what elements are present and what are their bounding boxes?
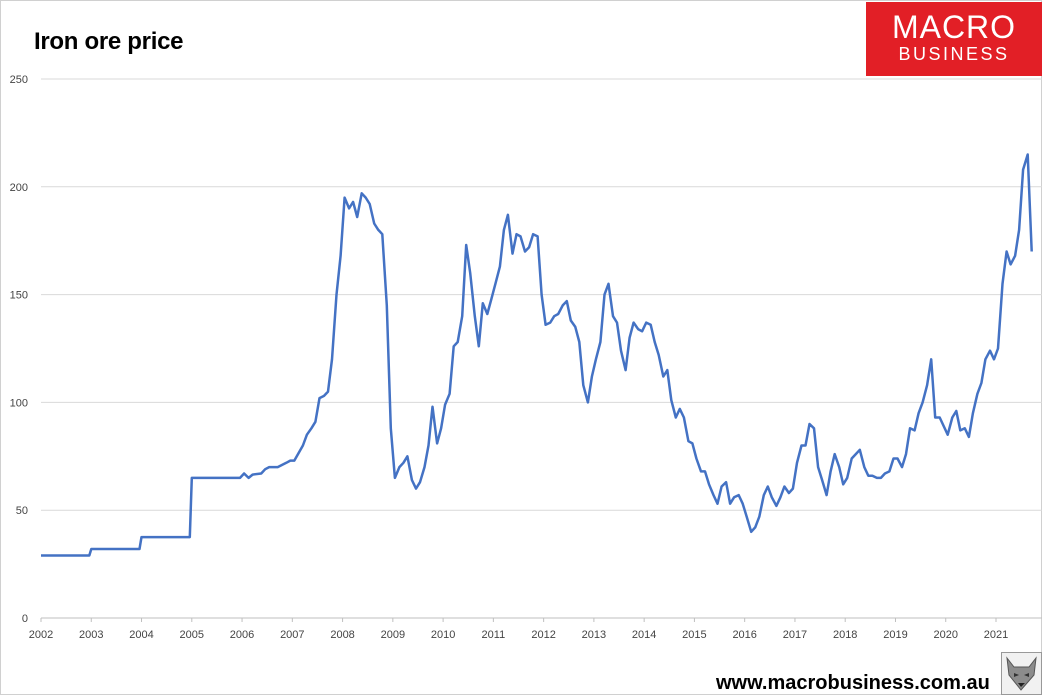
y-axis-ticks: 0 50 100 150 200 250 — [10, 74, 28, 625]
y-tick-label: 50 — [16, 505, 28, 517]
x-axis-ticks: 2002 2003 2004 2005 2006 2007 2008 2009 2010 2011… — [29, 618, 1008, 641]
x-tick-label: 2015 — [682, 629, 706, 641]
x-tick-label: 2006 — [230, 629, 254, 641]
chart-title: Iron ore price — [34, 28, 184, 55]
x-tick-label: 2009 — [381, 629, 405, 641]
x-tick-label: 2012 — [531, 629, 555, 641]
x-tick-label: 2018 — [833, 629, 857, 641]
x-tick-label: 2008 — [330, 629, 354, 641]
x-tick-label: 2004 — [129, 629, 153, 641]
gridlines — [41, 78, 1042, 619]
x-tick-label: 2017 — [783, 629, 807, 641]
y-tick-label: 150 — [10, 290, 28, 302]
x-tick-label: 2013 — [582, 629, 606, 641]
x-tick-label: 2019 — [883, 629, 907, 641]
y-tick-label: 250 — [10, 74, 28, 86]
x-tick-label: 2005 — [180, 629, 204, 641]
y-tick-label: 100 — [10, 397, 28, 409]
x-tick-label: 2010 — [431, 629, 455, 641]
y-tick-label: 200 — [10, 182, 28, 194]
x-tick-label: 2011 — [482, 629, 506, 641]
y-tick-label: 0 — [22, 613, 28, 625]
footer-url: www.macrobusiness.com.au — [716, 672, 990, 694]
x-tick-label: 2003 — [79, 629, 103, 641]
x-tick-label: 2021 — [984, 629, 1008, 641]
x-tick-label: 2007 — [280, 629, 304, 641]
x-tick-label: 2016 — [732, 629, 756, 641]
x-tick-label: 2014 — [632, 629, 656, 641]
x-tick-label: 2002 — [29, 629, 53, 641]
fox-logo-icon — [1001, 652, 1042, 695]
series-line — [41, 153, 1033, 557]
logo-line-2: BUSINESS — [898, 44, 1010, 64]
logo-line-1: MACRO — [891, 9, 1017, 45]
x-tick-label: 2020 — [933, 629, 957, 641]
macro-business-logo: MACRO BUSINESS — [866, 2, 1042, 76]
